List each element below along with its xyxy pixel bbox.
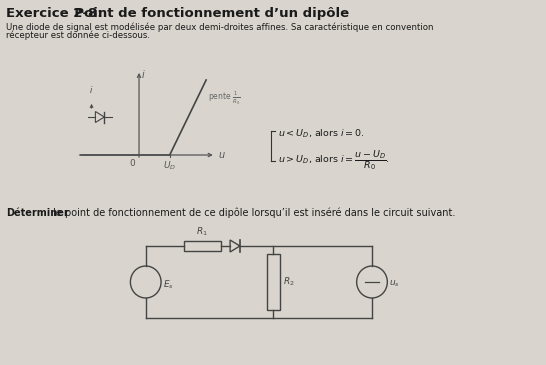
Text: pente $\frac{1}{R_0}$: pente $\frac{1}{R_0}$: [208, 89, 241, 107]
Text: $u > U_D$, alors $i = \dfrac{u - U_D}{R_0}$.: $u > U_D$, alors $i = \dfrac{u - U_D}{R_…: [278, 148, 390, 172]
Text: $u_s$: $u_s$: [389, 279, 400, 289]
Text: récepteur est donnée ci-dessous.: récepteur est donnée ci-dessous.: [6, 30, 150, 39]
Text: $u$: $u$: [218, 150, 225, 160]
Text: $u < U_D$, alors $i = 0$.: $u < U_D$, alors $i = 0$.: [278, 128, 365, 141]
Text: $R_1$: $R_1$: [197, 226, 208, 238]
Bar: [266, 254, 280, 310]
Text: le point de fonctionnement de ce dipôle lorsqu’il est inséré dans le circuit sui: le point de fonctionnement de ce dipôle …: [50, 208, 455, 219]
Text: $E_s$: $E_s$: [163, 279, 174, 291]
Bar: [184, 241, 221, 251]
Text: $R_2$: $R_2$: [283, 276, 294, 288]
Text: 0: 0: [129, 159, 135, 168]
Text: Exercice 2-8:: Exercice 2-8:: [6, 7, 103, 20]
Text: Une diode de signal est modélisée par deux demi-droites affines. Sa caractéristi: Une diode de signal est modélisée par de…: [6, 22, 434, 31]
Text: Déterminer: Déterminer: [6, 208, 68, 218]
Text: $i$: $i$: [141, 68, 146, 80]
Text: Point de fonctionnement d’un dipôle: Point de fonctionnement d’un dipôle: [65, 7, 349, 20]
Text: $U_D$: $U_D$: [163, 159, 176, 172]
Text: $i$: $i$: [90, 84, 94, 95]
